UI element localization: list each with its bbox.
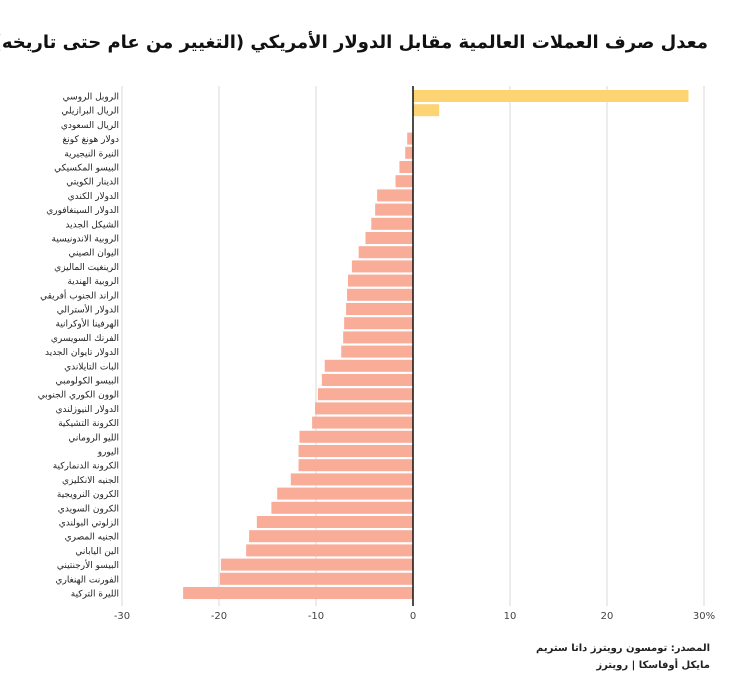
x-tick-label: 0 bbox=[410, 611, 416, 622]
bar bbox=[344, 317, 413, 330]
bar bbox=[315, 402, 413, 415]
category-label: الكرون النرويجية bbox=[57, 490, 119, 500]
bar bbox=[377, 189, 413, 202]
bar bbox=[413, 90, 689, 102]
bar bbox=[365, 232, 413, 244]
bar bbox=[290, 473, 413, 486]
bar bbox=[324, 359, 413, 372]
chart-title: معدل صرف العملات العالمية مقابل الدولار … bbox=[0, 32, 708, 53]
bar bbox=[256, 516, 413, 528]
category-label: الدولار الكندي bbox=[68, 192, 119, 202]
category-label: البيسو الأرجنتيني bbox=[57, 559, 119, 571]
category-label: الكرونة التشيكية bbox=[58, 419, 119, 429]
bar bbox=[183, 587, 413, 599]
bar bbox=[405, 146, 413, 159]
category-label: الريال البرازيلي bbox=[61, 107, 119, 117]
category-label: الهرفينا الأوكرانية bbox=[56, 318, 119, 330]
bar bbox=[348, 274, 413, 287]
x-tick-label: 20 bbox=[601, 611, 614, 622]
category-label: الدولار تايوان الجديد bbox=[45, 348, 119, 358]
category-label: الروبية الهندية bbox=[67, 277, 119, 287]
bar bbox=[219, 572, 413, 585]
category-label: الكرونة الدنماركية bbox=[53, 462, 119, 472]
bar bbox=[341, 345, 413, 358]
x-tick-label: 10 bbox=[504, 611, 517, 622]
bar bbox=[317, 388, 413, 401]
category-label: الجنيه الانكليزي bbox=[62, 476, 119, 486]
category-label: الروبية الاندونيسية bbox=[52, 235, 119, 245]
category-label: الروبل الروسي bbox=[63, 93, 119, 103]
bar bbox=[358, 246, 413, 259]
bar bbox=[312, 416, 413, 429]
category-label: الوون الكوري الجنوبي bbox=[38, 391, 119, 401]
category-label: البيسو المكسيكي bbox=[54, 164, 119, 174]
category-label: الفورنت الهنغاري bbox=[55, 575, 119, 585]
x-tick-label: -30 bbox=[114, 611, 130, 622]
category-label: الكرون السويدي bbox=[58, 504, 119, 514]
bar bbox=[371, 217, 413, 230]
bar bbox=[298, 445, 413, 457]
bar bbox=[249, 530, 413, 543]
category-label: الين الياباني bbox=[75, 547, 119, 557]
category-label: البيسو الكولومبي bbox=[55, 377, 119, 387]
category-label: اليوان الصيني bbox=[68, 249, 119, 259]
category-label: اليورو bbox=[97, 448, 119, 458]
bar bbox=[321, 374, 413, 386]
category-label: الشيكل الجديد bbox=[65, 220, 119, 230]
category-label: الدولار الأسترالي bbox=[57, 304, 119, 316]
bar bbox=[407, 132, 413, 145]
bar bbox=[351, 260, 413, 273]
category-label: الراند الجنوب أفريقي bbox=[40, 289, 119, 301]
x-tick-label: -10 bbox=[308, 611, 324, 622]
bar bbox=[375, 203, 413, 216]
category-label: الجنيه المصري bbox=[65, 533, 119, 543]
bar bbox=[220, 558, 413, 571]
category-label: الفرنك السويسري bbox=[51, 334, 119, 344]
bar bbox=[395, 175, 413, 188]
category-label: البات التايلاندي bbox=[64, 362, 119, 372]
bar bbox=[271, 501, 413, 514]
category-label: الدولار النيوزلندي bbox=[55, 405, 119, 415]
bar bbox=[343, 331, 413, 344]
category-label: الدولار السينغافوري bbox=[46, 206, 119, 216]
x-tick-label: -20 bbox=[211, 611, 227, 622]
bar bbox=[347, 288, 413, 301]
category-label: الرينغيت الماليزي bbox=[54, 263, 119, 273]
x-tick-label: 30% bbox=[693, 611, 715, 622]
bar bbox=[346, 303, 413, 315]
bar bbox=[298, 459, 413, 472]
credit-note: مايكل أوفاسكا | رويترز bbox=[596, 660, 710, 671]
category-label: الريال السعودي bbox=[61, 121, 119, 131]
category-label: الليو الروماني bbox=[68, 433, 119, 443]
source-note: المصدر: تومسون رويترز داتا ستريم bbox=[536, 643, 710, 654]
bar bbox=[399, 161, 413, 173]
category-label: النيرة النيجيرية bbox=[64, 149, 119, 159]
category-label: الزلوتي البولندي bbox=[59, 519, 119, 529]
category-label: الليرة التركية bbox=[71, 590, 119, 600]
bar bbox=[277, 487, 413, 500]
bar bbox=[299, 430, 413, 443]
category-label: الدينار الكويتي bbox=[66, 178, 119, 188]
bar bbox=[246, 544, 413, 557]
category-label: دولار هونغ كونغ bbox=[63, 135, 119, 145]
chart-footer: المصدر: تومسون رويترز داتا ستريم مايكل أ… bbox=[536, 640, 710, 674]
bar bbox=[413, 104, 440, 117]
